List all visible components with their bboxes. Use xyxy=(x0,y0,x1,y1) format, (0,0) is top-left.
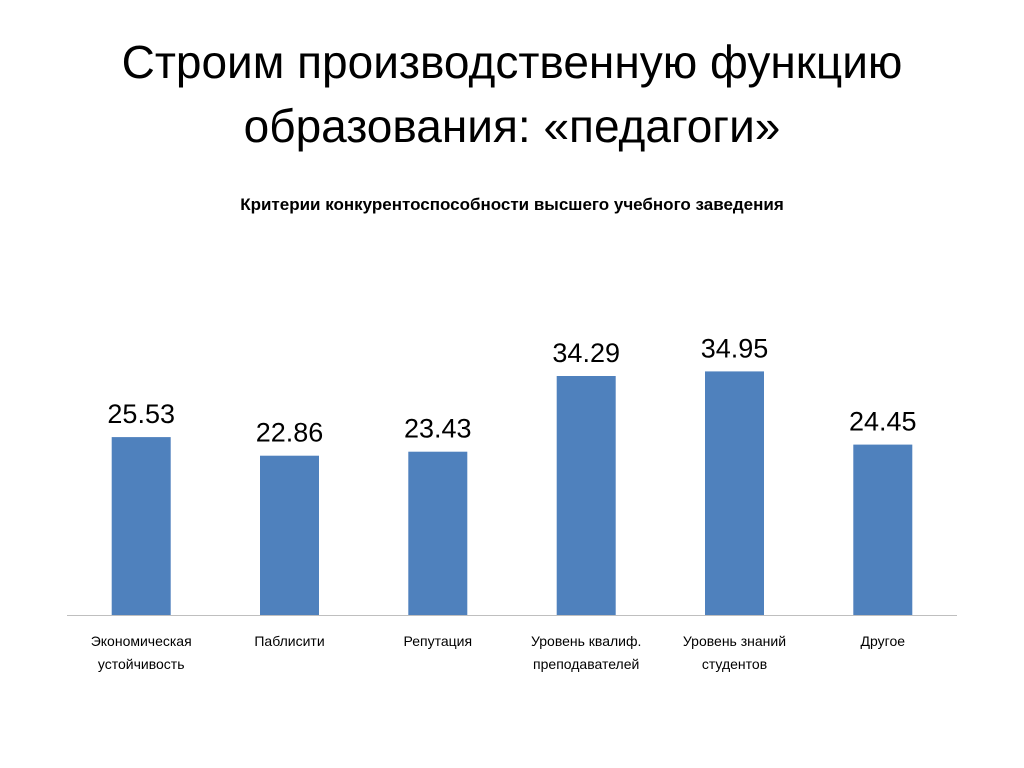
category-label-3: Репутация xyxy=(404,633,473,649)
slide-title-line-1: Строим производственную функцию xyxy=(121,36,903,88)
category-label-5: Уровень знаний студентов xyxy=(683,633,786,672)
data-label-2: 22.86 xyxy=(256,418,324,448)
bar-5 xyxy=(705,371,764,615)
chart-title: Критерии конкурентоспособности высшего у… xyxy=(240,195,784,214)
slide-title-line-2: образования: «педагоги» xyxy=(243,100,781,152)
data-label-5: 34.95 xyxy=(701,333,769,363)
data-label-3: 23.43 xyxy=(404,414,472,444)
bar-4 xyxy=(556,376,616,615)
data-label-6: 24.45 xyxy=(849,407,917,437)
bar-1 xyxy=(111,437,171,615)
category-label-6: Другое xyxy=(861,633,906,649)
category-label-4: Уровень квалиф. преподавателей xyxy=(531,633,641,672)
bar-2 xyxy=(260,455,319,615)
bar-3 xyxy=(408,451,468,615)
bar-6 xyxy=(853,444,913,615)
data-label-1: 25.53 xyxy=(107,399,175,429)
category-label-2: Паблисити xyxy=(254,633,324,649)
data-label-4: 34.29 xyxy=(552,338,620,368)
slide-title: Строим производственную функцию образова… xyxy=(0,30,1024,158)
category-label-1: Экономическая устойчивость xyxy=(91,633,192,672)
